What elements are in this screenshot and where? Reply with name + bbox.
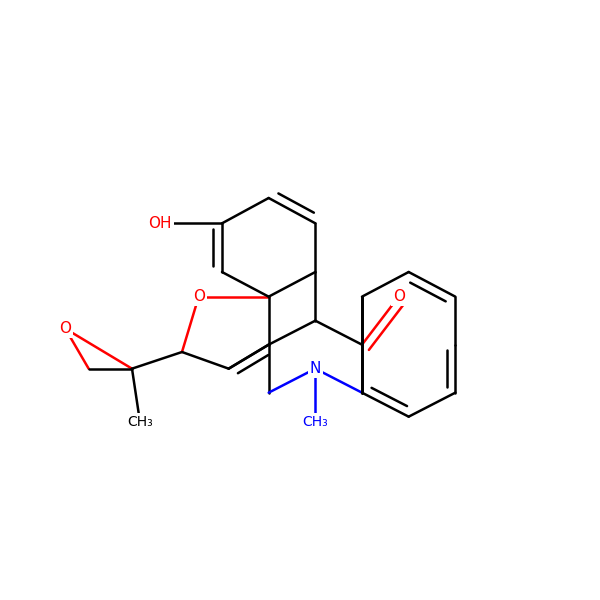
Text: N: N: [310, 361, 321, 376]
Text: CH₃: CH₃: [302, 415, 328, 429]
Text: O: O: [392, 289, 404, 304]
Text: O: O: [59, 321, 71, 336]
Text: CH₃: CH₃: [127, 415, 153, 429]
Text: OH: OH: [149, 216, 172, 231]
Text: O: O: [193, 289, 205, 304]
